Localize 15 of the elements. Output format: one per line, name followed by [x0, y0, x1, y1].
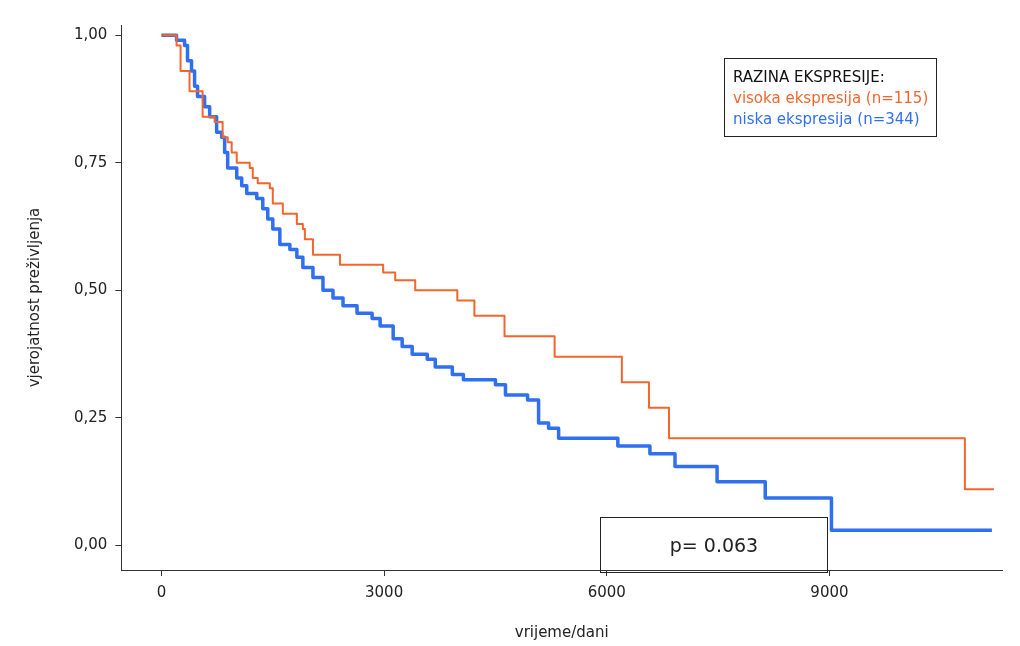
y-tick-label: 1,00	[73, 25, 108, 44]
y-tick-label: 0,75	[73, 152, 108, 171]
x-tick-label: 9000	[810, 582, 849, 601]
y-tick-label: 0,25	[73, 407, 108, 426]
y-axis-title: vjerojatnost preživljenja	[24, 207, 43, 388]
x-tick-label: 6000	[587, 582, 626, 601]
text: niska ekspresija (n=344)	[733, 109, 921, 130]
y-tick-label: 0,50	[73, 280, 108, 299]
annotation: p= 0.063	[600, 517, 828, 573]
x-axis-title: vrijeme/dani	[514, 622, 609, 641]
x-tick-label: 0	[156, 582, 167, 601]
y-tick-label: 0,00	[73, 535, 108, 554]
x-tick-label: 3000	[365, 582, 404, 601]
legend-title: RAZINA EKSPRESIJE:	[733, 67, 886, 88]
text: visoka ekspresija (n=115)	[733, 88, 929, 109]
